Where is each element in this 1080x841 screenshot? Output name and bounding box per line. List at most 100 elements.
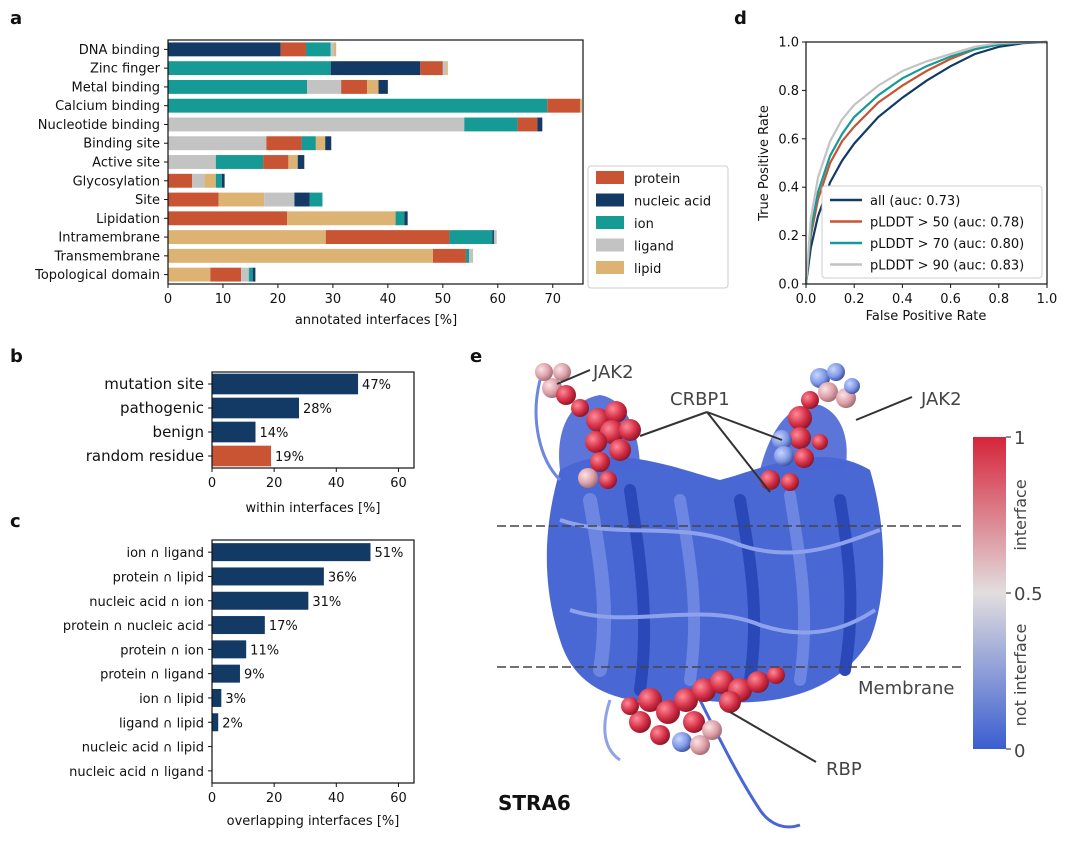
bar-nucleic-acid-and-ion <box>212 591 309 610</box>
colorbar <box>973 437 1006 749</box>
value-label-ion-and-lipid: 3% <box>225 692 246 707</box>
bar-segment-nucleotide-binding-nucleic-acid <box>537 117 543 132</box>
category-label-nucleic-acid-and-ligand: nucleic acid ∩ ligand <box>69 765 204 780</box>
y-tick-0.8: 0.8 <box>778 84 799 99</box>
bar-segment-intramembrane-lipid <box>168 230 326 245</box>
panel-b-frame <box>211 371 415 469</box>
x-tick-60: 60 <box>390 791 407 806</box>
panel-d-y-label: True Positive Rate <box>757 105 772 222</box>
legend-swatch-ligand <box>596 238 624 252</box>
interface-spheres <box>535 363 860 755</box>
category-label-nucleotide-binding: Nucleotide binding <box>38 118 160 133</box>
panel-d-lines <box>804 40 1048 285</box>
value-label-protein-and-nucleic-acid: 17% <box>269 619 298 634</box>
colorbar-tick-bottom: 0 <box>1014 741 1025 762</box>
bar-protein-and-ion <box>212 640 247 659</box>
x-tick-20: 20 <box>266 791 283 806</box>
x-tick-0.8: 0.8 <box>988 292 1009 307</box>
value-label-protein-and-ion: 11% <box>250 643 279 658</box>
panel-b-chart: 47% 28% 14% 19% mutation site pathogenic beni… <box>86 371 415 516</box>
panel-b-category-labels: mutation site pathogenic benign random resi… <box>86 375 212 465</box>
category-label-topological-domain: Topological domain <box>34 268 160 283</box>
label-membrane: Membrane <box>858 678 954 699</box>
value-label-protein-and-lipid: 36% <box>328 570 357 585</box>
bar-segment-metal-binding-nucleic-acid <box>378 79 388 94</box>
category-label-nucleic-acid-and-lipid: nucleic acid ∩ lipid <box>82 741 204 756</box>
x-tick-0: 0 <box>208 476 216 491</box>
bar-segment-glycosylation-lipid <box>204 173 216 188</box>
legend-label-ligand: ligand <box>634 240 674 255</box>
bar-ligand-and-lipid <box>212 713 219 732</box>
legend-label-ion: ion <box>634 217 654 232</box>
category-label-ion-and-ligand: ion ∩ ligand <box>126 546 204 561</box>
bar-segment-transmembrane-lipid <box>168 248 433 263</box>
value-label-ligand-and-lipid: 2% <box>222 716 243 731</box>
panel-a-legend: protein nucleic acid ion ligand lipid <box>587 165 729 289</box>
label-crbp1: CRBP1 <box>670 389 730 410</box>
value-label-protein-and-ligand: 9% <box>244 668 265 683</box>
category-label-site: Site <box>135 193 160 208</box>
x-tick-60: 60 <box>390 476 407 491</box>
panel-a-chart: DNA binding Zinc finger Metal binding Calci… <box>34 39 729 328</box>
bar-protein-and-ligand <box>212 664 240 683</box>
x-tick-0.6: 0.6 <box>940 292 961 307</box>
value-label-ion-and-ligand: 51% <box>374 546 403 561</box>
bar-segment-topological-domain-ion <box>248 267 253 282</box>
x-tick-0.4: 0.4 <box>892 292 913 307</box>
legend-label-plddt-90-auc-0-83: pLDDT > 90 (auc: 0.83) <box>870 259 1024 274</box>
x-tick-0.0: 0.0 <box>796 292 817 307</box>
x-tick-40: 40 <box>328 476 345 491</box>
legend-label-nucleic-acid: nucleic acid <box>634 195 711 210</box>
panel-letter-d: d <box>734 8 747 29</box>
category-label-zinc-finger: Zinc finger <box>90 62 161 77</box>
bar-segment-lipidation-nucleic-acid <box>404 211 408 226</box>
bar-segment-active-site-ligand <box>168 155 216 169</box>
panel-letter-c: c <box>10 511 21 532</box>
bar-segment-topological-domain-protein <box>210 267 242 282</box>
legend-label-plddt-50-auc-0-78: pLDDT > 50 (auc: 0.78) <box>870 216 1024 231</box>
bar-segment-dna-binding-nucleic-acid <box>168 42 281 57</box>
bar-ion-and-ligand <box>212 543 371 562</box>
bar-pathogenic <box>212 397 300 419</box>
bar-segment-transmembrane-ion <box>465 248 470 263</box>
legend-label-plddt-70-auc-0-80: pLDDT > 70 (auc: 0.80) <box>870 237 1024 252</box>
roc-line-all-auc-0-73 <box>804 40 1048 285</box>
bar-segment-dna-binding-protein <box>280 42 306 57</box>
bar-segment-intramembrane-nucleic-acid <box>492 230 494 245</box>
bar-segment-zinc-finger-nucleic-acid <box>330 61 421 76</box>
bar-protein-and-nucleic-acid <box>212 616 265 635</box>
legend-label-lipid: lipid <box>634 262 661 277</box>
category-label-calcium-binding: Calcium binding <box>55 99 160 114</box>
category-label-protein-and-lipid: protein ∩ lipid <box>113 570 204 585</box>
x-tick-20: 20 <box>270 292 287 307</box>
bar-segment-glycosylation-nucleic-acid <box>221 173 225 188</box>
bar-segment-dna-binding-lipid <box>334 42 337 57</box>
x-tick-40: 40 <box>328 791 345 806</box>
panel-d-legend-box <box>821 185 1043 279</box>
label-jak2-left: JAK2 <box>592 362 634 383</box>
roc-line-plddt-90-auc-0-83 <box>804 40 1048 285</box>
panel-d-legend: all (auc: 0.73) pLDDT > 50 (auc: 0.78) pLD… <box>821 185 1043 279</box>
legend-label-all-auc-0-73: all (auc: 0.73) <box>870 194 960 209</box>
x-tick-30: 30 <box>325 292 342 307</box>
category-label-ligand-and-lipid: ligand ∩ lipid <box>119 716 204 731</box>
bar-segment-calcium-binding-lipid <box>580 98 582 113</box>
roc-line-plddt-70-auc-0-80 <box>804 40 1048 285</box>
y-tick-1.0: 1.0 <box>778 36 799 51</box>
panel-d-frame <box>805 41 1048 285</box>
category-label-dna-binding: DNA binding <box>79 43 160 58</box>
category-label-pathogenic: pathogenic <box>120 399 204 417</box>
category-label-nucleic-acid-and-ion: nucleic acid ∩ ion <box>89 595 204 610</box>
bar-segment-binding-site-lipid <box>315 136 326 151</box>
panel-b-bars: 47% 28% 14% 19% <box>212 373 391 467</box>
y-tick-0.0: 0.0 <box>778 278 799 293</box>
value-label-nucleic-acid-and-ion: 31% <box>312 595 341 610</box>
panel-a-category-labels: DNA binding Zinc finger Metal binding Calci… <box>34 43 168 283</box>
x-tick-0: 0 <box>164 292 172 307</box>
bar-segment-binding-site-ligand <box>168 136 267 151</box>
bar-segment-active-site-nucleic-acid <box>297 155 305 169</box>
panel-d-x-label: False Positive Rate <box>866 309 987 324</box>
bar-segment-nucleotide-binding-ligand <box>168 117 465 132</box>
category-label-protein-and-nucleic-acid: protein ∩ nucleic acid <box>63 619 204 634</box>
